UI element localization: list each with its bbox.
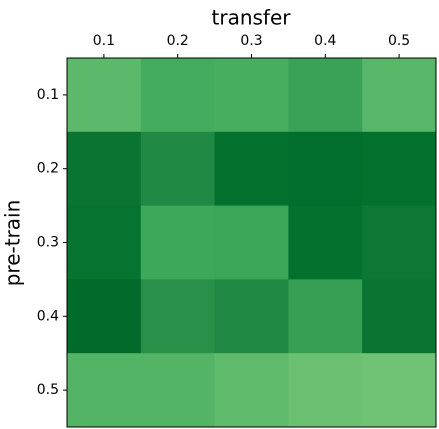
heatmap-cell <box>140 353 216 428</box>
x-tick-label: 0.1 <box>93 33 115 49</box>
x-tick-label: 0.5 <box>388 33 410 49</box>
y-tick-label: 0.4 <box>37 308 59 324</box>
heatmap-cell <box>140 205 216 280</box>
heatmap-cell <box>362 353 437 428</box>
y-tick-label: 0.3 <box>37 235 59 251</box>
heatmap-cell <box>67 131 142 207</box>
x-axis-title: transfer <box>212 6 292 30</box>
heatmap-cell <box>214 353 289 428</box>
heatmap-cell <box>67 205 142 280</box>
heatmap-cell <box>288 279 363 354</box>
heatmap-cell <box>288 58 363 133</box>
y-tick-label: 0.5 <box>37 382 59 398</box>
x-tick-label: 0.4 <box>314 33 336 49</box>
x-tick-label: 0.3 <box>240 33 262 49</box>
heatmap-cell <box>288 205 363 280</box>
heatmap-cell <box>67 353 142 428</box>
heatmap-cell <box>362 205 437 280</box>
heatmap-cell <box>140 279 216 354</box>
heatmap-cell <box>288 131 363 207</box>
heatmap-cell <box>362 279 437 354</box>
heatmap-cell <box>67 279 142 354</box>
heatmap-cell <box>362 58 437 133</box>
heatmap-cell <box>214 131 289 207</box>
heatmap-cell <box>362 131 437 207</box>
heatmap-cell <box>214 279 289 354</box>
y-tick-label: 0.2 <box>37 161 59 177</box>
heatmap-cell <box>67 58 142 133</box>
heatmap-cell <box>140 131 216 207</box>
y-tick-label: 0.1 <box>37 87 59 103</box>
x-tick-label: 0.2 <box>167 33 189 49</box>
heatmap-cell <box>288 353 363 428</box>
y-axis-title: pre-train <box>1 200 25 287</box>
heatmap-cell <box>140 58 216 133</box>
heatmap-cell <box>214 58 289 133</box>
heatmap-cell <box>214 205 289 280</box>
